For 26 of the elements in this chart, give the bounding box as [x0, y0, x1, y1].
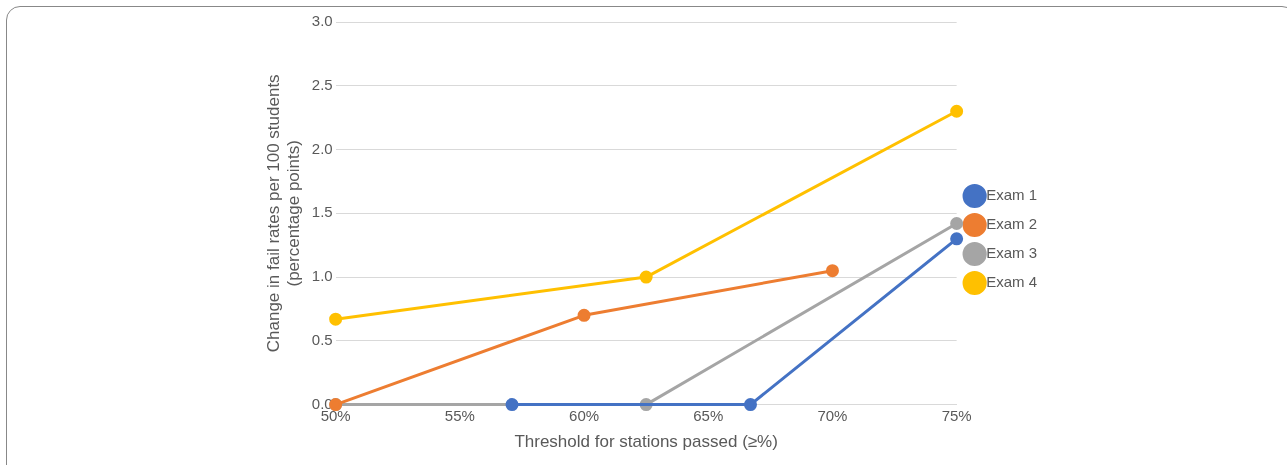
point	[950, 232, 964, 246]
legend-label: Exam 3	[986, 244, 1038, 262]
point	[950, 217, 964, 230]
point	[825, 264, 839, 278]
point	[639, 270, 653, 284]
point	[950, 104, 964, 118]
x-tick-label: 55%	[444, 406, 475, 424]
x-tick-label: 70%	[817, 406, 848, 424]
y-tick-label: 2.0	[311, 139, 333, 157]
point	[577, 308, 591, 322]
legend-label: Exam 2	[986, 215, 1038, 233]
point	[505, 398, 519, 412]
point	[329, 312, 343, 326]
y-axis-title: Change in fail rates per 100 students (percentage points)	[263, 74, 304, 353]
y-tick-label: 3.0	[311, 12, 333, 30]
legend-label: Exam 4	[986, 273, 1038, 291]
x-tick-label: 75%	[941, 406, 972, 424]
y-tick-label: 2.5	[311, 75, 333, 93]
x-tick-label: 65%	[693, 406, 724, 424]
point	[743, 398, 757, 412]
y-tick-label: 0.5	[311, 330, 333, 348]
y-tick-label: 1.5	[311, 203, 333, 221]
legend-label: Exam 1	[986, 186, 1038, 204]
x-axis-title: Threshold for stations passed (≥%)	[514, 432, 778, 452]
y-tick-label: 1.0	[311, 267, 333, 285]
x-tick-label: 60%	[569, 406, 600, 424]
